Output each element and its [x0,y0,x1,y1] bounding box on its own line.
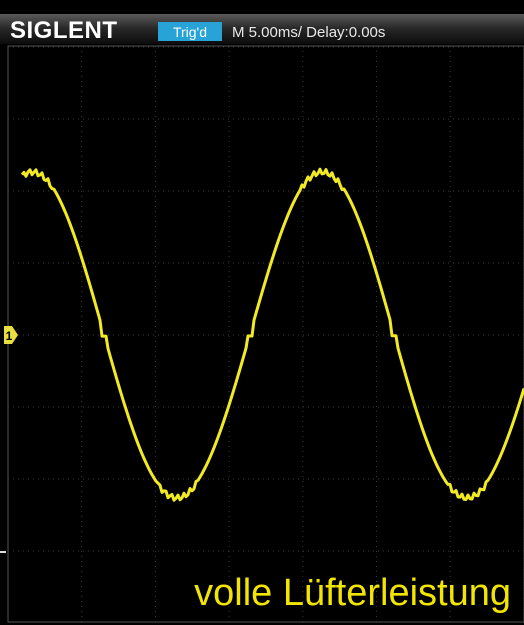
brand: SIGLENT [10,17,118,44]
timebase: M 5.00ms/ Delay:0.00s [232,24,385,41]
trigger-status: Trig'd [173,24,207,40]
page: SIGLENT Trig'd M 5.00ms/ Delay:0.00s 1 v… [0,0,524,625]
channel-marker: 1 [6,329,13,343]
caption: volle Lüfterleistung [194,572,511,614]
oscilloscope-screen: SIGLENT Trig'd M 5.00ms/ Delay:0.00s 1 v… [0,0,524,625]
background [0,0,524,625]
